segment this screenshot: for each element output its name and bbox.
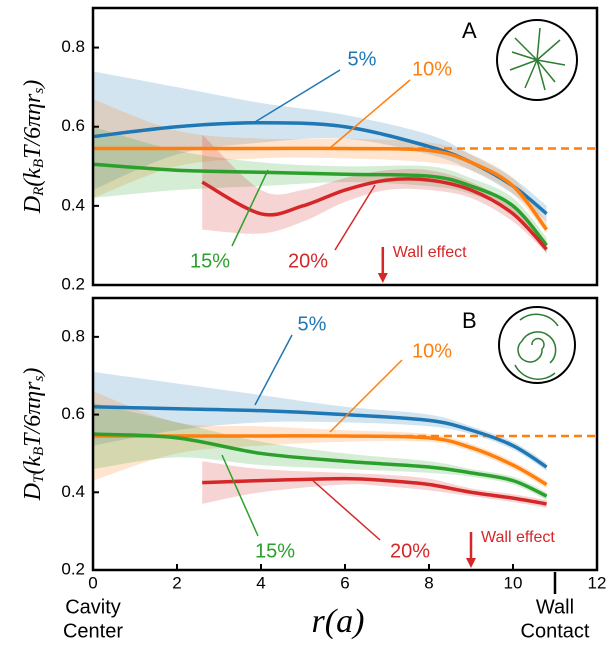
x-tick-label: 10 <box>504 573 523 592</box>
y-tick-label: 0.2 <box>61 274 85 293</box>
y-label-part: ) <box>20 368 46 378</box>
error-band <box>93 71 547 222</box>
y-tick-label: 0.4 <box>61 482 85 501</box>
wall-effect-arrowhead <box>466 558 476 568</box>
series-line <box>93 146 548 231</box>
label-leader <box>231 169 269 247</box>
x-tick-label: 12 <box>588 573 607 592</box>
y-tick-label: 0.2 <box>61 559 85 578</box>
y-label-part: B <box>31 447 47 456</box>
series-line <box>93 432 548 498</box>
plot-frame <box>91 6 599 287</box>
y-label-part: T/6πηr <box>20 381 46 447</box>
error-band <box>93 391 547 489</box>
y-label-part: D <box>20 483 46 501</box>
label-leader <box>221 454 259 537</box>
y-tick-label: 0.8 <box>61 37 85 56</box>
series-label: 10% <box>412 58 452 80</box>
y-tick-label: 0.8 <box>61 326 85 345</box>
error-band <box>93 126 547 254</box>
y-label-part: D <box>20 196 46 214</box>
plot <box>93 71 597 254</box>
y-label-part: (k <box>20 456 46 475</box>
label-leader <box>329 359 403 433</box>
x-end-label: Wall <box>536 596 574 618</box>
series-label: 15% <box>255 540 295 562</box>
y-axis-label: DT(kBT/6πηrs) <box>20 368 48 502</box>
label-leader <box>309 477 381 541</box>
y-axis-label: DR(kBT/6πηrs) <box>20 80 48 214</box>
x-end-label: Cavity <box>65 596 121 618</box>
x-tick-label: 4 <box>256 573 265 592</box>
series-line <box>93 405 548 469</box>
inset-b <box>498 306 576 384</box>
label-leader <box>254 69 341 123</box>
series-label: 5% <box>298 313 327 335</box>
series-label: 20% <box>288 250 328 272</box>
plot <box>93 371 597 508</box>
error-band <box>93 402 547 501</box>
y-label-part: s <box>31 376 47 382</box>
wall-effect-label: Wall effect <box>481 529 555 546</box>
x-tick-label: 8 <box>424 573 433 592</box>
y-label-part: T/6πηr <box>20 93 46 159</box>
error-band <box>202 461 547 508</box>
series-label: 5% <box>348 48 377 70</box>
wall-effect-arrowhead <box>377 273 388 283</box>
x-end-label: Contact <box>521 620 590 642</box>
series-label: 10% <box>412 340 452 362</box>
panel-letter: A <box>462 18 477 43</box>
x-tick-label: 6 <box>340 573 349 592</box>
series-line <box>202 476 547 506</box>
series-label: 20% <box>390 540 430 562</box>
panel-letter: B <box>462 308 477 333</box>
y-label-part: R <box>31 187 47 197</box>
x-tick-label: 0 <box>88 573 97 592</box>
y-tick-label: 0.6 <box>61 404 85 423</box>
series-line <box>93 162 548 247</box>
y-label-part: B <box>31 159 47 168</box>
y-label-part: ) <box>20 80 46 90</box>
series-line <box>93 434 548 487</box>
x-end-label: Center <box>63 620 123 642</box>
label-leader <box>329 79 411 149</box>
x-axis-label: r(a) <box>312 603 365 640</box>
label-leader <box>254 334 293 406</box>
error-band <box>202 134 547 254</box>
y-label-part: s <box>31 88 47 94</box>
error-band <box>93 371 547 471</box>
inset-a <box>496 19 578 101</box>
series-line <box>201 177 548 251</box>
series-label: 15% <box>190 250 230 272</box>
x-tick-label: 2 <box>172 573 181 592</box>
y-tick-label: 0.4 <box>61 195 85 214</box>
y-label-part: T <box>31 473 47 483</box>
wall-effect-label: Wall effect <box>393 244 467 261</box>
y-tick-label: 0.6 <box>61 116 85 135</box>
y-label-part: (k <box>20 168 46 187</box>
label-leader <box>334 184 376 251</box>
